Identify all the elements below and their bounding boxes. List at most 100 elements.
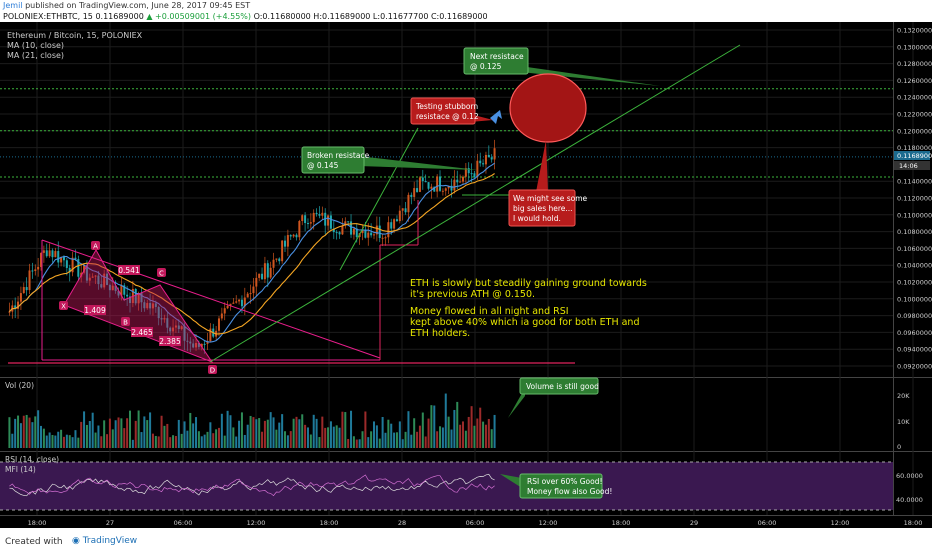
volume-bar <box>358 439 361 448</box>
volume-bar <box>54 435 57 448</box>
candle-body <box>292 234 295 237</box>
candle-body <box>17 301 20 309</box>
volume-bar <box>100 436 103 448</box>
price-panel <box>0 22 893 377</box>
candle-body <box>255 277 258 287</box>
chart-canvas[interactable]: A X B C D 0.541 1.409 2.465 2.385 Next r… <box>0 22 932 528</box>
volume-bar <box>177 419 180 448</box>
volume-bar <box>470 406 473 448</box>
volume-bar <box>160 415 163 448</box>
candle-body <box>473 173 476 177</box>
volume-bar <box>352 436 355 448</box>
rsi-band-fill <box>0 462 893 510</box>
volume-bar <box>484 424 487 448</box>
candle-body <box>157 306 160 319</box>
volume-bar <box>278 422 281 448</box>
volume-bar <box>151 433 154 448</box>
candle-body <box>60 256 63 263</box>
candle-body <box>332 228 335 233</box>
author-link[interactable]: Jemil <box>3 1 23 10</box>
label-d-box <box>208 365 217 374</box>
volume-bar <box>68 435 71 448</box>
candle-body <box>166 318 169 328</box>
volume-bar <box>401 439 404 448</box>
callout-tail <box>470 114 493 122</box>
candle-body <box>301 215 304 222</box>
ratio-box <box>131 327 153 337</box>
volume-bar <box>467 416 470 448</box>
brand-name: TradingView <box>82 536 138 546</box>
callout-text: @ 0.145 <box>307 161 339 170</box>
candle-body <box>470 173 473 175</box>
candle-body <box>439 176 442 191</box>
label-a-box <box>91 241 100 250</box>
candle-body <box>324 212 327 226</box>
callout-tail <box>508 388 525 418</box>
volume-bar <box>427 418 430 448</box>
callout-text: We might see some <box>513 194 588 203</box>
volume-bar <box>146 420 149 448</box>
volume-bar <box>83 411 86 448</box>
volume-bar <box>65 434 68 448</box>
volume-bar <box>243 434 246 448</box>
candle-body <box>163 318 166 320</box>
candle-body <box>350 221 353 235</box>
candle-body <box>249 293 252 295</box>
callout-box <box>519 473 603 499</box>
footer-brand-link[interactable]: ◉ TradingView <box>72 536 137 546</box>
countdown-tag <box>894 161 930 170</box>
candle-body <box>484 154 487 165</box>
volume-bar <box>461 421 464 448</box>
volume-bar <box>447 416 450 448</box>
candle-body <box>149 303 152 309</box>
candle-body <box>384 237 387 239</box>
candle-body <box>220 313 223 319</box>
volume-bar <box>108 418 111 448</box>
volume-bar <box>249 415 252 448</box>
candle-body <box>479 160 482 164</box>
candle-body <box>306 223 309 225</box>
callout-text: Broken resistace <box>307 151 370 160</box>
candle-body <box>263 263 266 280</box>
candle-body <box>493 148 496 160</box>
candle-body <box>240 299 243 307</box>
candle-body <box>174 325 177 328</box>
candle-body <box>229 303 232 306</box>
volume-bar <box>131 439 134 448</box>
volume-bar <box>45 435 48 448</box>
volume-bar <box>315 418 318 448</box>
callout-text: RSI over 60% Good! <box>527 477 603 486</box>
time-tick: 06:00 <box>758 519 777 527</box>
candle-body <box>151 303 154 309</box>
callout-box <box>301 146 365 174</box>
volume-bar <box>410 434 413 448</box>
volume-bar <box>71 437 74 448</box>
symbol-label: POLONIEX:ETHBTC, 15 <box>3 12 93 21</box>
candle-body <box>286 235 289 247</box>
candle-body <box>192 343 195 348</box>
candle-body <box>378 225 381 238</box>
callout-sales: We might see some big sales here... I wo… <box>508 73 588 227</box>
volume-bar <box>393 432 396 448</box>
candle-body <box>298 221 301 238</box>
candle-body <box>22 287 25 294</box>
volume-bar <box>318 437 321 448</box>
legend-title: Ethereum / Bitcoin, 15, POLONIEX <box>7 31 143 40</box>
candle-body <box>134 288 137 304</box>
volume-bar <box>40 425 43 448</box>
volume-bar <box>487 418 490 448</box>
ratio-box <box>159 336 181 346</box>
callout-text: I would hold. <box>513 214 561 223</box>
volume-bar <box>154 435 157 448</box>
volume-bar <box>203 434 206 448</box>
candle-body <box>103 273 106 288</box>
volume-bar <box>453 409 456 448</box>
time-tick: 29 <box>690 519 698 527</box>
price-legend: Ethereum / Bitcoin, 15, POLONIEX MA (10,… <box>7 31 143 60</box>
volume-bar <box>183 421 186 448</box>
volume-bar <box>413 418 416 448</box>
